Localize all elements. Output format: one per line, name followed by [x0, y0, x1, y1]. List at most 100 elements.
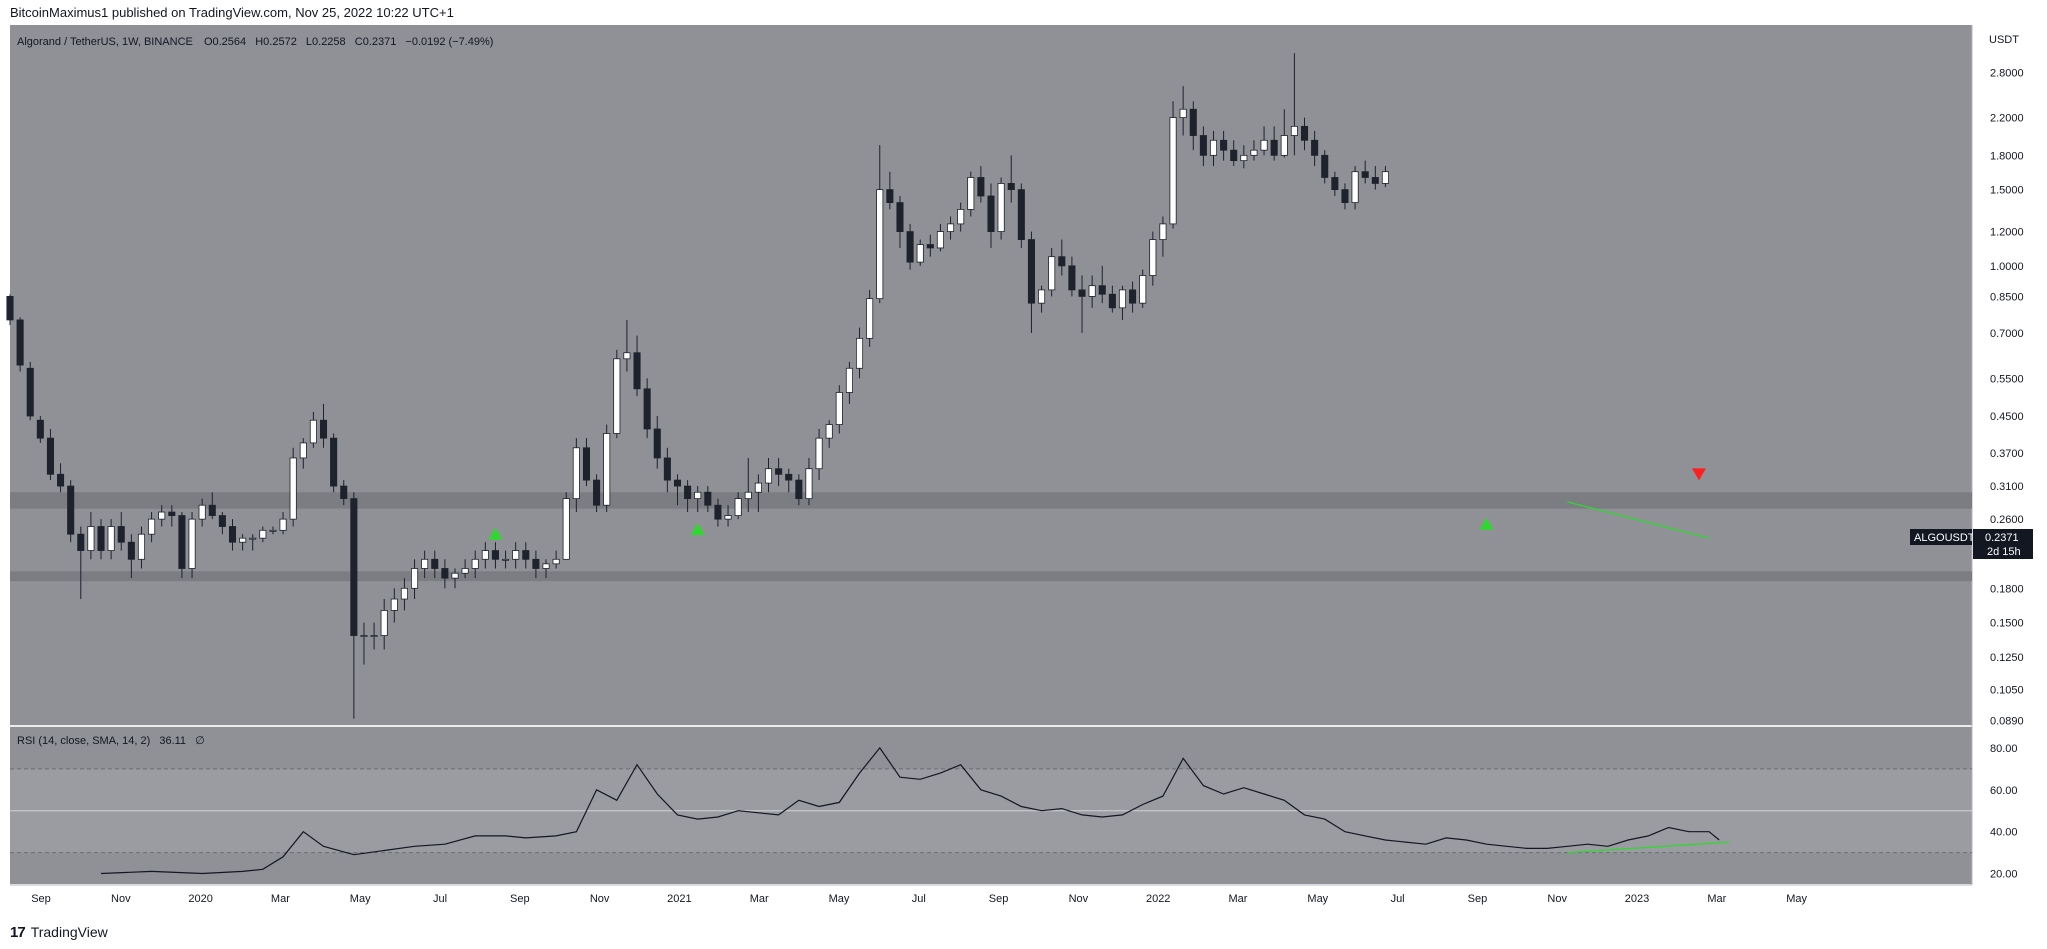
candle [1311, 130, 1319, 167]
candle [168, 505, 176, 527]
candle-body [188, 518, 196, 569]
candle-body [6, 296, 14, 321]
candle [926, 234, 934, 257]
candle [319, 403, 328, 448]
candle-body [107, 526, 115, 551]
candle-body [694, 491, 702, 500]
candle [441, 559, 449, 589]
candle-body [360, 635, 368, 637]
candle-body [1230, 149, 1238, 162]
legend-close-value: 0.2371 [363, 36, 397, 48]
candle-body [491, 550, 499, 560]
candle [977, 166, 985, 203]
rsi-levels [10, 768, 1972, 854]
candle [552, 550, 560, 569]
legend-symbol: Algorand / TetherUS, 1W, BINANCE O0.2564… [17, 36, 493, 48]
candle [1321, 150, 1329, 184]
candle-body [137, 533, 146, 560]
time-axis-bg[interactable] [10, 885, 1972, 908]
candle [522, 542, 530, 569]
candle-body [947, 223, 955, 232]
candle-body [350, 498, 358, 636]
time-tick-label: Mar [750, 893, 769, 905]
candle-body [218, 515, 226, 527]
candle-body [977, 177, 985, 197]
candle [724, 505, 732, 527]
candle-body [471, 558, 479, 569]
candle-body [1199, 135, 1207, 156]
candle [805, 457, 813, 506]
candle [1220, 130, 1228, 161]
candle [1149, 231, 1157, 286]
candle-body [906, 231, 914, 263]
price-tick-label: 2.8000 [1990, 67, 2024, 79]
candle [350, 492, 358, 719]
candle [390, 588, 398, 623]
candle-body [309, 419, 317, 444]
tradingview-logo-icon: 17 [10, 923, 26, 941]
candle-body [299, 442, 307, 459]
rsi-extra: ∅ [195, 735, 205, 747]
candle-body [249, 537, 257, 540]
candle [704, 486, 712, 513]
candle-body [967, 177, 975, 210]
candle [866, 289, 874, 347]
candle [360, 622, 368, 665]
candle [967, 171, 975, 217]
candle-body [1129, 289, 1137, 304]
candle [259, 526, 267, 543]
candle [340, 480, 348, 506]
candle-body [916, 244, 924, 263]
candle [886, 171, 894, 210]
candle-body [613, 358, 621, 434]
candle-body [997, 183, 1005, 232]
candle-body [198, 504, 206, 520]
candle-body [785, 473, 793, 481]
candle [26, 361, 34, 421]
candle [279, 512, 287, 535]
candle [1189, 101, 1197, 151]
candle [1260, 126, 1268, 156]
price-axis-bg[interactable] [1972, 25, 2047, 885]
candle-body [441, 568, 449, 579]
candle-body [1351, 171, 1359, 203]
candle [6, 294, 14, 326]
time-tick-label: Nov [111, 893, 131, 905]
candle-body [673, 479, 682, 487]
candle [178, 512, 186, 579]
candle-body [158, 511, 166, 520]
candle-body [400, 587, 408, 600]
candle [1199, 126, 1207, 167]
price-tick-label: 0.3100 [1990, 481, 2024, 493]
candle-body [1068, 265, 1076, 291]
time-tick-label: Sep [510, 893, 530, 905]
candle [572, 438, 580, 513]
candle [997, 177, 1005, 240]
support-arrow-icon [488, 527, 503, 540]
candle-body [1139, 275, 1147, 304]
time-tick-label: Nov [590, 893, 610, 905]
legend-open-key: O [204, 36, 213, 48]
rsi-tick-label: 20.00 [1990, 869, 2018, 881]
candle [137, 526, 146, 569]
candle [1017, 183, 1025, 248]
candle [754, 474, 762, 513]
candle-body [1118, 289, 1127, 309]
candle [1300, 117, 1309, 151]
candle [623, 319, 631, 372]
candle-body [1169, 117, 1177, 225]
time-tick-label: Jul [912, 893, 926, 905]
time-tick-label: May [1786, 893, 1807, 905]
candle [239, 534, 247, 551]
candle-body [623, 352, 631, 360]
price-pane[interactable] [10, 25, 1972, 725]
price-tick-label: 1.8000 [1990, 150, 2024, 162]
support-zones [10, 492, 1972, 582]
time-tick-label: May [1307, 893, 1328, 905]
time-tick-label: 2022 [1146, 893, 1170, 905]
candle-body [340, 485, 348, 500]
candle [673, 474, 682, 506]
candle-body [1220, 139, 1228, 151]
rsi-legend: RSI (14, close, SMA, 14, 2) 36.11 ∅ [17, 735, 205, 747]
